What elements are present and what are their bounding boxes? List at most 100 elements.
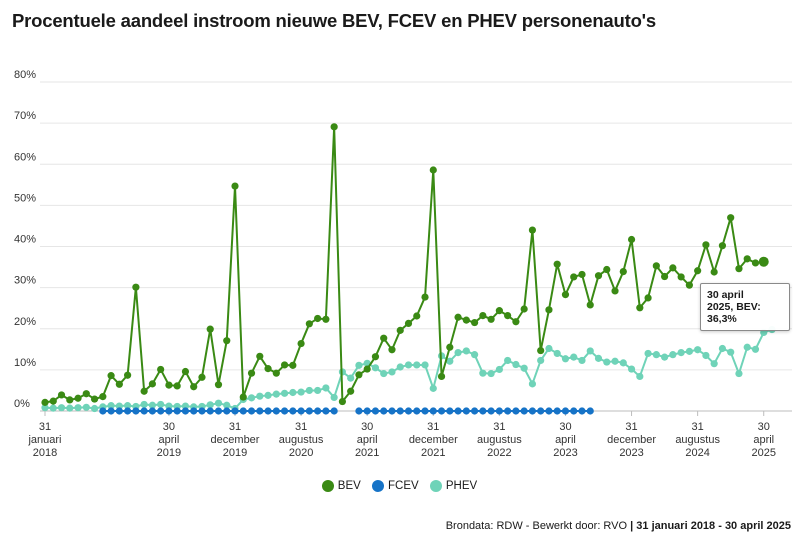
data-point-phev	[322, 384, 330, 392]
x-tick-label-line: december	[211, 434, 260, 446]
legend-item-fcev[interactable]: FCEV	[372, 480, 419, 492]
data-point-phev	[49, 404, 57, 412]
data-point-bev	[661, 272, 669, 281]
data-point-bev	[41, 398, 49, 406]
data-point-fcev	[380, 407, 388, 415]
data-point-fcev	[297, 407, 305, 415]
data-point-bev	[487, 315, 495, 323]
data-point-bev	[82, 390, 90, 398]
data-point-phev	[545, 344, 553, 353]
data-point-phev	[256, 392, 264, 400]
data-point-bev	[49, 397, 57, 405]
data-point-bev	[363, 365, 371, 373]
data-point-phev	[685, 347, 693, 355]
source-note: Brondata: RDW - Bewerkt door: RVO | 31 j…	[446, 520, 791, 532]
data-point-fcev	[437, 407, 446, 415]
legend-item-bev[interactable]: BEV	[321, 480, 361, 492]
data-point-bev	[727, 214, 735, 222]
data-point-phev	[355, 361, 363, 369]
x-tick-label: 31 januari 2018	[27, 421, 61, 459]
data-point-phev	[553, 349, 561, 358]
source-separator: |	[627, 520, 637, 532]
data-point-fcev	[388, 407, 396, 415]
data-point-phev	[396, 363, 404, 371]
data-point-phev	[727, 348, 735, 356]
data-point-phev	[669, 351, 677, 359]
data-point-bev	[99, 393, 107, 401]
x-tick-label: 31 augustus 2020	[279, 421, 324, 459]
data-point-bev	[256, 352, 264, 360]
data-point-bev	[735, 265, 743, 273]
x-tick-label-line: 2020	[289, 447, 313, 459]
data-point-phev	[611, 357, 619, 365]
data-point-phev	[314, 386, 322, 395]
data-point-bev	[429, 166, 437, 174]
data-point-fcev	[124, 407, 132, 415]
data-point-bev	[553, 260, 561, 268]
plot-area	[41, 123, 776, 415]
data-point-bev	[413, 312, 421, 320]
phev-dot-icon	[429, 480, 442, 492]
data-point-bev	[396, 326, 404, 334]
data-point-fcev	[157, 407, 165, 415]
data-point-bev	[479, 311, 487, 320]
data-point-phev	[594, 354, 603, 362]
data-point-bev	[718, 242, 727, 250]
data-point-fcev	[190, 407, 198, 415]
series-line-bev	[44, 125, 764, 404]
data-point-phev	[148, 401, 156, 409]
data-point-fcev	[462, 407, 470, 415]
data-point-phev	[735, 369, 743, 378]
y-tick-label: 60%	[14, 151, 36, 163]
data-point-fcev	[553, 407, 561, 415]
y-tick-label: 20%	[14, 316, 36, 328]
data-point-fcev	[181, 407, 190, 415]
data-point-bev	[677, 273, 685, 281]
y-tick-label: 70%	[14, 110, 36, 122]
legend-item-phev[interactable]: PHEV	[429, 480, 477, 492]
data-point-fcev	[413, 407, 421, 415]
y-tick-label: 40%	[14, 234, 36, 246]
y-tick-label: 80%	[14, 69, 36, 81]
data-point-fcev	[355, 407, 363, 415]
data-point-bev	[619, 267, 627, 276]
data-point-fcev	[140, 407, 148, 415]
x-tick-label-line: april	[753, 434, 774, 446]
data-point-fcev	[322, 407, 330, 415]
data-point-phev	[347, 374, 355, 382]
data-point-bev	[330, 123, 338, 131]
data-point-fcev	[479, 407, 487, 415]
data-point-bev	[190, 383, 198, 391]
data-point-bev	[165, 381, 173, 389]
x-tick-label: 31 augustus 2022	[477, 421, 522, 459]
data-point-fcev	[280, 407, 289, 415]
data-point-phev	[561, 355, 570, 363]
data-point-phev	[115, 402, 123, 410]
data-point-bev	[57, 391, 66, 399]
x-tick-label-line: december	[607, 434, 656, 446]
x-tick-label-line: april	[357, 434, 378, 446]
tooltip-line-2: 2025, BEV:	[707, 301, 761, 313]
data-point-fcev	[272, 407, 280, 415]
data-point-phev	[652, 351, 660, 359]
x-tick-label: 30 april 2019	[157, 421, 181, 459]
data-point-fcev	[404, 407, 413, 415]
data-point-bev	[751, 259, 760, 267]
data-point-bev	[586, 301, 594, 309]
data-point-bev	[404, 319, 413, 327]
x-tick-label: 30 april 2023	[553, 421, 577, 459]
data-point-fcev	[363, 407, 371, 415]
data-point-fcev	[545, 407, 553, 415]
data-point-phev	[404, 361, 413, 369]
data-point-fcev	[198, 407, 206, 415]
data-point-phev	[619, 359, 627, 367]
tooltip-line-3: 36,3%	[707, 313, 737, 325]
data-point-phev	[181, 402, 190, 410]
data-point-bev	[627, 235, 636, 244]
data-point-fcev	[512, 407, 520, 415]
data-point-fcev	[256, 407, 264, 415]
data-point-bev	[446, 343, 454, 351]
x-tick-label-line: 30	[758, 421, 770, 433]
data-point-bev	[124, 371, 132, 379]
data-point-phev	[528, 380, 537, 388]
